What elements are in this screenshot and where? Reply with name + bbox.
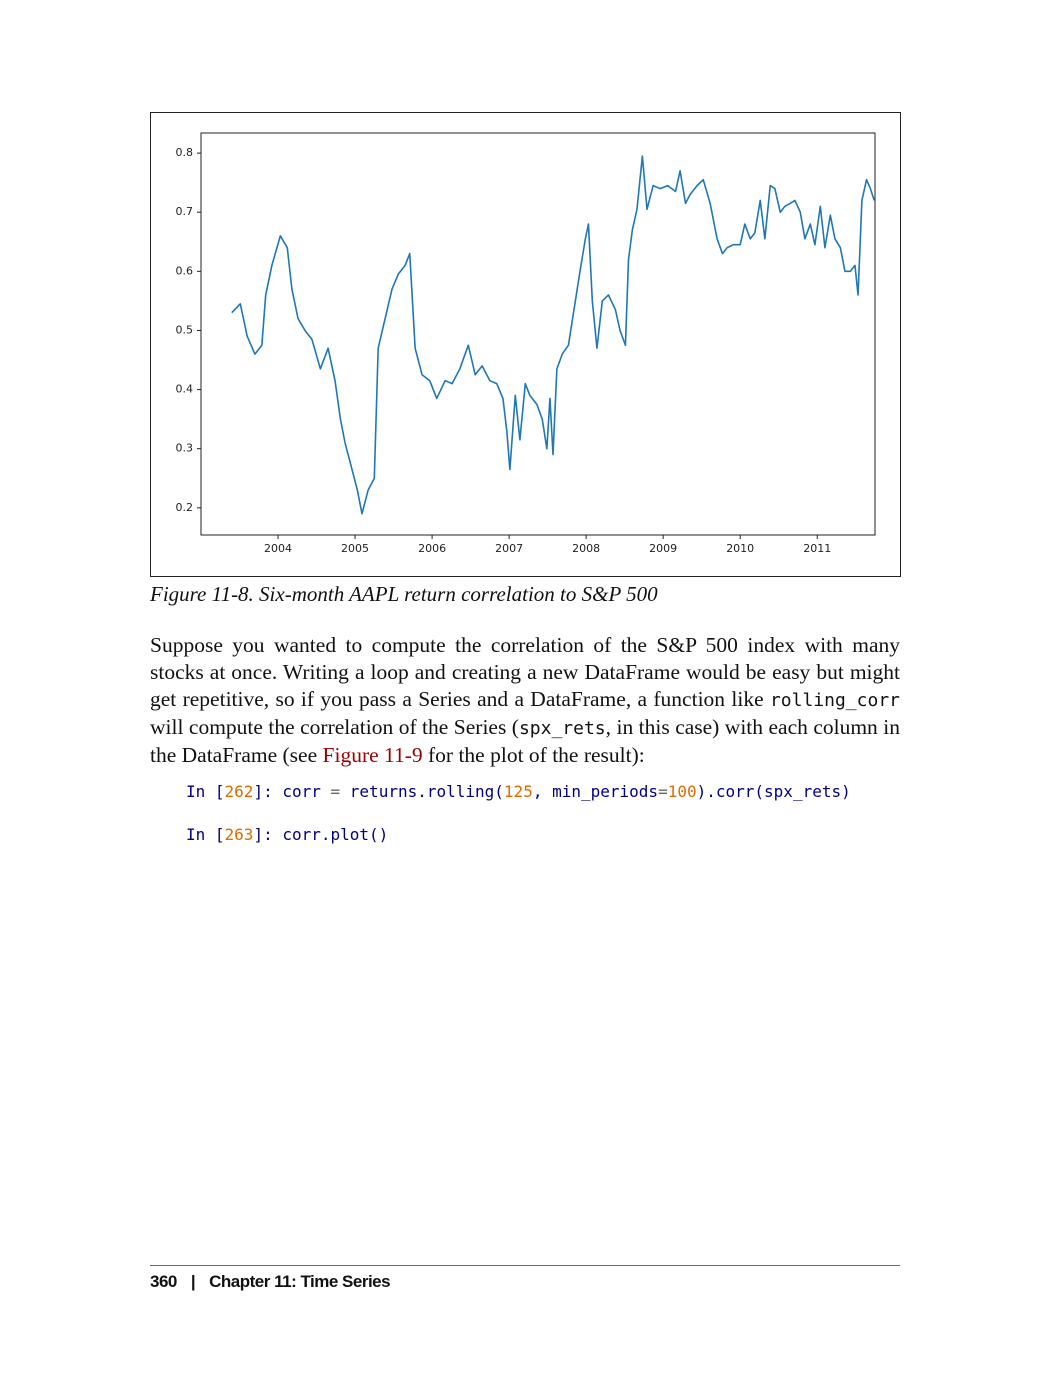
paragraph: Suppose you wanted to compute the correl…: [150, 632, 900, 769]
y-tick-label: 0.8: [176, 146, 194, 159]
prompt: ]:: [253, 782, 283, 801]
inline-code: rolling_corr: [769, 690, 900, 711]
x-tick-label: 2005: [341, 542, 369, 555]
prompt-number: 262: [224, 782, 254, 801]
chart: 0.2 0.3 0.4 0.5 0.6 0.7 0.8 2004 2005 2006 2007 200…: [150, 112, 901, 577]
y-tick-label: 0.2: [176, 501, 194, 514]
y-tick-label: 0.3: [176, 442, 194, 455]
x-tick-label: 2010: [726, 542, 754, 555]
x-tick-label: 2009: [649, 542, 677, 555]
figure-caption: Figure 11-8. Six-month AAPL return corre…: [150, 582, 658, 606]
prompt: In [: [186, 782, 225, 801]
code: returns.rolling(: [340, 782, 504, 801]
footer: 360 | Chapter 11: Time Series: [150, 1272, 404, 1292]
text: , in this case) with each column in the …: [150, 715, 900, 767]
code: ).corr(spx_rets): [696, 782, 851, 801]
chapter-title: Chapter 11: Time Series: [209, 1272, 391, 1291]
text: Suppose you wanted to compute the correl…: [150, 633, 900, 711]
prompt: ]:: [253, 825, 283, 844]
x-tick-label: 2008: [572, 542, 600, 555]
figure-frame: [150, 112, 901, 577]
code: min_periods: [552, 782, 659, 801]
data-line: [231, 155, 875, 515]
number: 100: [667, 782, 697, 801]
x-tick-label: 2004: [264, 542, 292, 555]
x-tick-label: 2011: [803, 542, 831, 555]
plot-area: [200, 132, 876, 536]
code: corr: [282, 782, 331, 801]
separator: |: [190, 1272, 196, 1291]
code-line: In [263]: corr.plot(): [186, 825, 388, 844]
page-number: 360: [150, 1272, 177, 1291]
y-tick-label: 0.7: [176, 205, 194, 218]
number: 125: [503, 782, 533, 801]
figure-link[interactable]: Figure 11-9: [322, 743, 423, 767]
prompt-number: 263: [224, 825, 254, 844]
text: will compute the correlation of the Seri…: [150, 715, 519, 739]
y-tick-label: 0.6: [176, 264, 194, 277]
y-tick-label: 0.5: [176, 323, 194, 336]
operator: =: [658, 782, 668, 801]
code: ,: [532, 782, 553, 801]
inline-code: spx_rets: [518, 718, 606, 739]
footer-rule: [150, 1265, 900, 1266]
x-tick-label: 2007: [495, 542, 523, 555]
x-tick-label: 2006: [418, 542, 446, 555]
code-line: In [262]: corr = returns.rolling(125, mi…: [186, 782, 851, 801]
operator: =: [330, 782, 341, 801]
text: for the plot of the result):: [422, 743, 645, 767]
y-tick-label: 0.4: [176, 383, 194, 396]
prompt: In [: [186, 825, 225, 844]
code: corr.plot(): [282, 825, 389, 844]
